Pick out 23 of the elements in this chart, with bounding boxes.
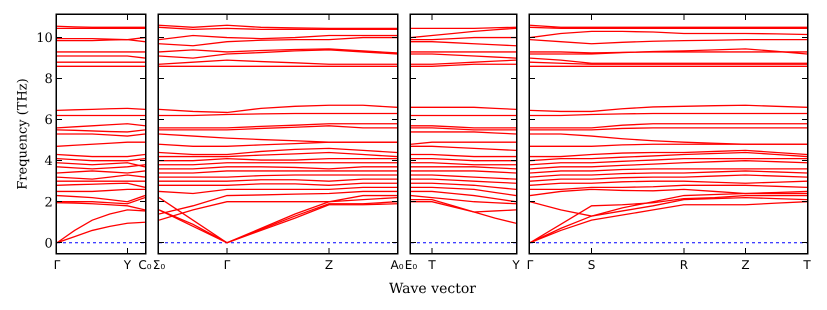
x-tick-label: Z: [741, 258, 750, 272]
x-tick-label: T: [802, 258, 812, 272]
y-axis-title: Frequency (THz): [16, 78, 31, 190]
x-tick-label: T: [427, 258, 436, 272]
y-tick-label: 4: [44, 154, 53, 170]
x-tick-label: Γ: [526, 258, 534, 272]
x-tick-label: Z: [324, 258, 334, 272]
y-tick-label: 10: [36, 31, 53, 46]
y-tick-label: 6: [44, 113, 53, 128]
x-tick-label: C₀: [138, 258, 152, 272]
y-tick-label: 8: [44, 72, 53, 88]
x-tick-label: Y: [511, 258, 520, 272]
y-tick-label: 2: [44, 195, 53, 210]
x-axis-title: Wave vector: [389, 281, 476, 297]
x-tick-label: R: [680, 258, 688, 272]
x-tick-label: Γ: [224, 258, 231, 272]
x-tick-label: S: [588, 258, 596, 272]
x-tick-label: E₀: [404, 258, 418, 272]
x-tick-label: Γ: [54, 258, 61, 272]
x-tick-label: Σ₀: [152, 258, 166, 272]
y-tick-label: 0: [44, 236, 53, 252]
x-tick-label: Y: [122, 258, 132, 272]
x-tick-label: A₀: [390, 258, 404, 272]
